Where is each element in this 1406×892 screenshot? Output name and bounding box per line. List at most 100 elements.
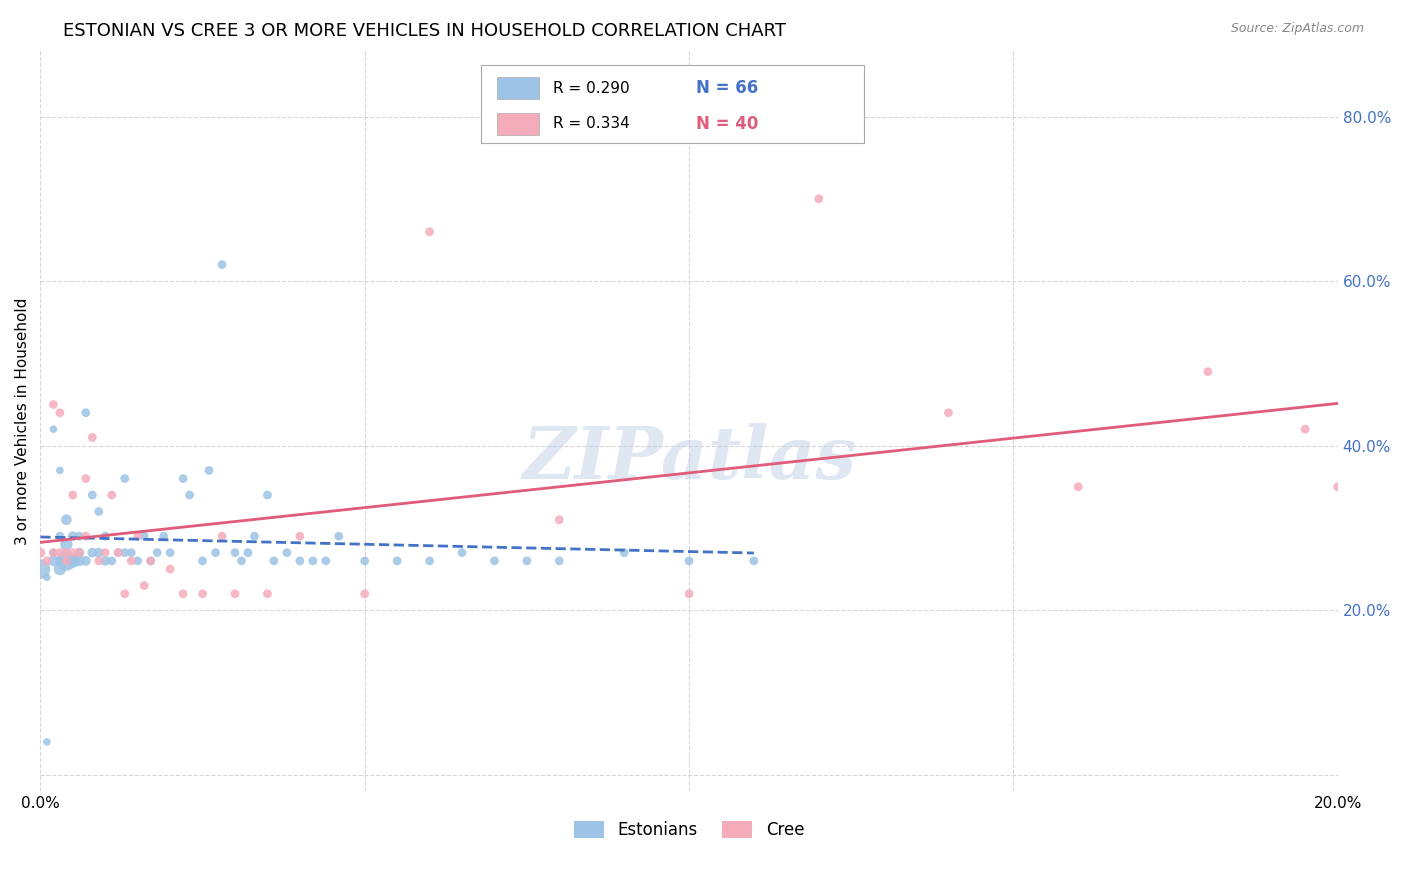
Point [94, 546, 117, 560]
Point [548, 554, 571, 568]
Point [231, 554, 253, 568]
Point [42, 546, 65, 560]
Point [159, 546, 181, 560]
Point [1067, 480, 1090, 494]
Point [211, 529, 233, 543]
Point [30, 546, 52, 560]
Point [172, 587, 194, 601]
Point [1197, 365, 1219, 379]
Point [938, 406, 960, 420]
Point [87, 546, 110, 560]
Text: R = 0.334: R = 0.334 [553, 117, 630, 131]
Point [139, 554, 162, 568]
Point [198, 463, 221, 477]
Point [256, 488, 278, 502]
Point [42, 546, 65, 560]
Point [67, 546, 90, 560]
Point [49, 554, 72, 568]
Point [49, 529, 72, 543]
Text: N = 40: N = 40 [696, 115, 758, 133]
Point [1326, 480, 1348, 494]
Point [120, 546, 142, 560]
Point [484, 554, 506, 568]
Point [159, 562, 181, 576]
Point [134, 578, 156, 592]
Point [62, 488, 84, 502]
FancyBboxPatch shape [481, 65, 865, 144]
Point [678, 587, 700, 601]
Point [301, 554, 323, 568]
Point [243, 529, 266, 543]
Point [49, 406, 72, 420]
FancyBboxPatch shape [498, 112, 538, 135]
Point [62, 546, 84, 560]
Point [94, 529, 117, 543]
Point [75, 554, 97, 568]
Point [55, 546, 77, 560]
Point [385, 554, 408, 568]
Point [82, 430, 104, 444]
Point [107, 546, 129, 560]
Point [288, 554, 311, 568]
Point [179, 488, 201, 502]
Point [236, 546, 259, 560]
Point [35, 570, 58, 584]
Point [146, 546, 169, 560]
Point [67, 529, 90, 543]
Point [114, 472, 136, 486]
Point [139, 554, 162, 568]
Point [328, 529, 350, 543]
Point [42, 546, 65, 560]
Point [256, 587, 278, 601]
Point [62, 554, 84, 568]
Point [742, 554, 765, 568]
Point [42, 422, 65, 436]
Point [516, 554, 538, 568]
Point [82, 488, 104, 502]
Text: N = 66: N = 66 [696, 79, 758, 97]
Point [134, 529, 156, 543]
Point [100, 554, 122, 568]
Point [204, 546, 226, 560]
Point [75, 406, 97, 420]
Point [120, 554, 142, 568]
Point [67, 554, 90, 568]
Point [75, 529, 97, 543]
Text: ZIPatlas: ZIPatlas [522, 423, 856, 493]
Point [49, 562, 72, 576]
Point [100, 488, 122, 502]
Point [548, 513, 571, 527]
Point [678, 554, 700, 568]
Point [67, 546, 90, 560]
Point [224, 546, 246, 560]
Point [127, 554, 149, 568]
Point [49, 463, 72, 477]
Point [55, 554, 77, 568]
Point [224, 587, 246, 601]
Point [127, 529, 149, 543]
Point [82, 546, 104, 560]
Point [288, 529, 311, 543]
Y-axis label: 3 or more Vehicles in Household: 3 or more Vehicles in Household [15, 297, 30, 545]
Point [315, 554, 337, 568]
Point [55, 554, 77, 568]
Point [55, 513, 77, 527]
Point [353, 554, 375, 568]
Point [42, 554, 65, 568]
Point [263, 554, 285, 568]
Point [87, 554, 110, 568]
Legend: Estonians, Cree: Estonians, Cree [567, 814, 811, 846]
Point [419, 225, 441, 239]
Point [152, 529, 174, 543]
Point [62, 529, 84, 543]
Point [172, 472, 194, 486]
Point [35, 554, 58, 568]
Point [114, 546, 136, 560]
Text: Source: ZipAtlas.com: Source: ZipAtlas.com [1230, 22, 1364, 36]
Point [114, 587, 136, 601]
Point [75, 472, 97, 486]
Point [613, 546, 636, 560]
Point [107, 546, 129, 560]
Point [94, 554, 117, 568]
FancyBboxPatch shape [498, 77, 538, 99]
